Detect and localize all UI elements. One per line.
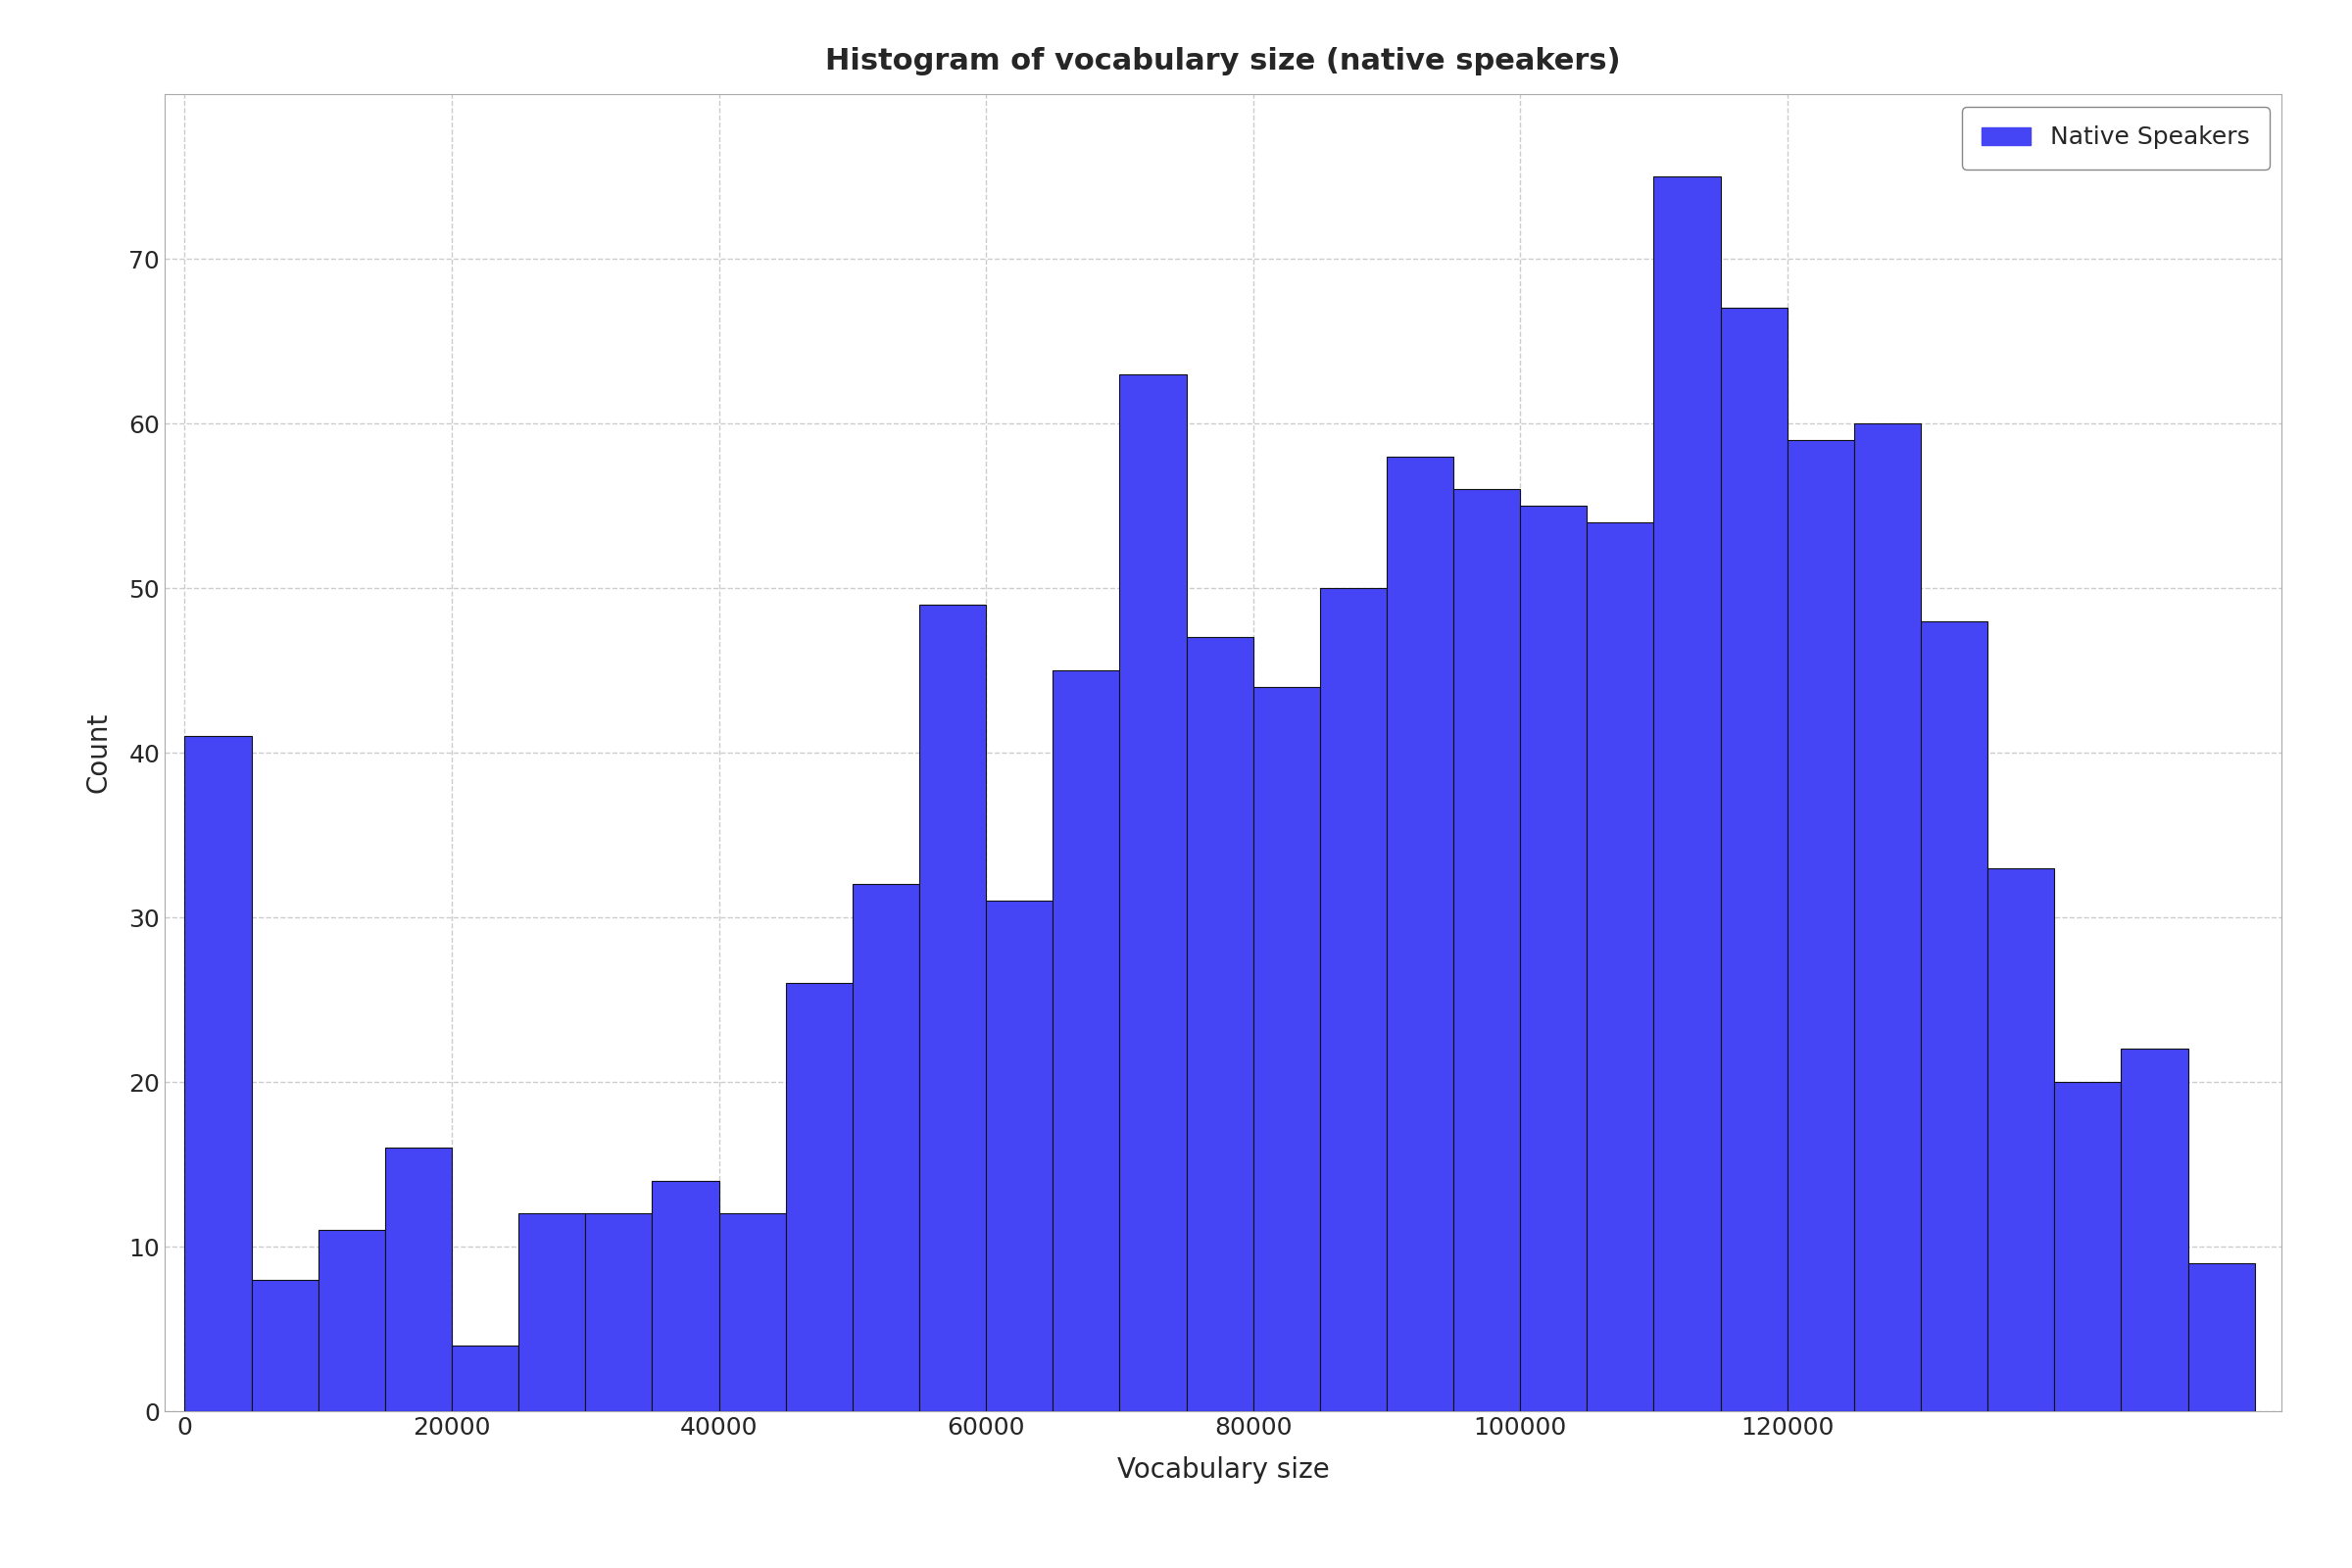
Bar [1054, 671, 1120, 1411]
Bar [386, 1148, 452, 1411]
Bar [1519, 505, 1588, 1411]
Bar [1922, 621, 1987, 1411]
Bar [1788, 439, 1853, 1411]
X-axis label: Vocabulary size: Vocabulary size [1117, 1455, 1329, 1483]
Title: Histogram of vocabulary size (native speakers): Histogram of vocabulary size (native spe… [826, 47, 1621, 75]
Bar [2187, 1264, 2256, 1411]
Bar [920, 604, 985, 1411]
Bar [252, 1279, 318, 1411]
Y-axis label: Count: Count [85, 712, 113, 793]
Bar [1653, 176, 1722, 1411]
Bar [1853, 423, 1922, 1411]
Bar [985, 900, 1054, 1411]
Bar [2122, 1049, 2187, 1411]
Legend: Native Speakers: Native Speakers [1962, 107, 2270, 169]
Bar [1319, 588, 1388, 1411]
Bar [2053, 1082, 2122, 1411]
Bar [1722, 307, 1788, 1411]
Bar [1388, 456, 1454, 1411]
Bar [318, 1229, 386, 1411]
Bar [452, 1345, 517, 1411]
Bar [586, 1214, 652, 1411]
Bar [652, 1181, 720, 1411]
Bar [517, 1214, 586, 1411]
Bar [720, 1214, 786, 1411]
Bar [1254, 687, 1319, 1411]
Bar [1185, 637, 1254, 1411]
Bar [1454, 489, 1519, 1411]
Bar [186, 735, 252, 1411]
Bar [786, 983, 851, 1411]
Bar [1120, 373, 1185, 1411]
Bar [1588, 522, 1653, 1411]
Bar [1987, 869, 2053, 1411]
Bar [851, 884, 920, 1411]
